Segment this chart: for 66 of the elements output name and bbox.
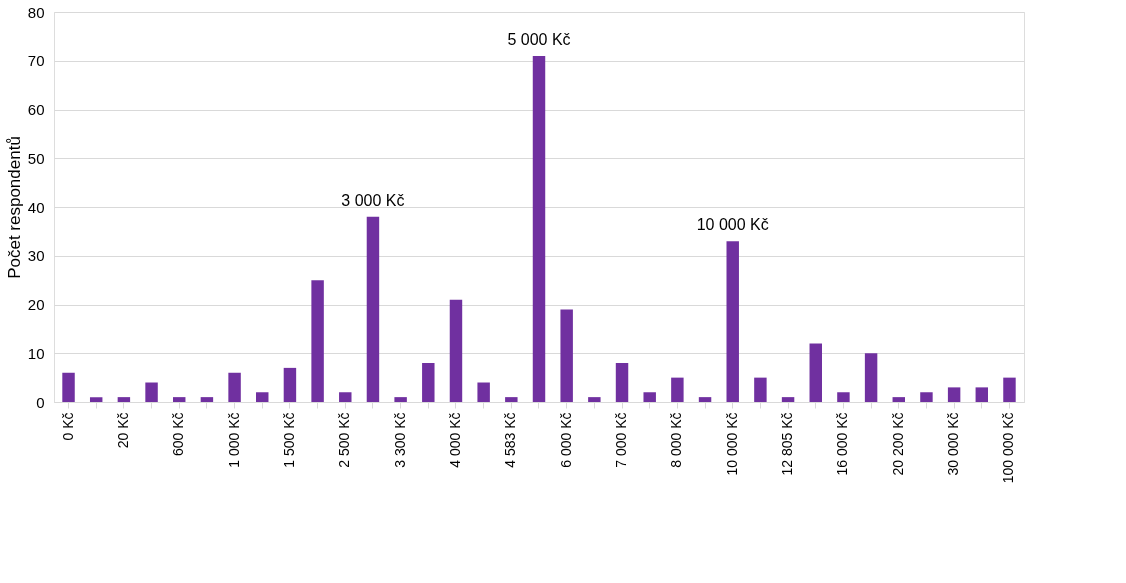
x-tick-label: 8 000 Kč: [668, 412, 685, 468]
x-tick-label: 7 000 Kč: [613, 412, 630, 468]
annotation: 3 000 Kč: [341, 191, 405, 209]
bar: [781, 397, 795, 402]
x-tick-label: 6 000 Kč: [557, 412, 574, 468]
bar: [477, 382, 490, 402]
y-tick-label: 10: [27, 344, 45, 362]
x-tick-label: 100 000 Kč: [1000, 412, 1017, 484]
bar: [864, 353, 878, 402]
y-tick-label: 30: [27, 247, 45, 265]
bar: [505, 397, 518, 402]
y-tick-label: 20: [27, 296, 45, 313]
x-tick-label: 4 000 Kč: [446, 412, 463, 468]
bar: [200, 397, 214, 402]
y-tick-label: 80: [27, 3, 45, 21]
bar: [62, 372, 75, 402]
bar: [560, 309, 573, 402]
bar: [89, 397, 103, 402]
annotation: 5 000 Kč: [507, 30, 571, 48]
x-tick-label: 1 000 Kč: [225, 412, 242, 468]
bar: [698, 397, 712, 402]
bar: [173, 397, 186, 402]
bar: [422, 363, 435, 402]
bar: [449, 299, 463, 402]
y-tick-label: 70: [27, 52, 45, 70]
x-tick-label: 4 583 Kč: [502, 412, 519, 468]
bar: [837, 392, 850, 402]
bar: [117, 397, 131, 402]
bar: [145, 382, 158, 402]
annotation: 10 000 Kč: [696, 216, 769, 234]
x-tick-label: 1 500 Kč: [280, 412, 297, 468]
y-tick-label: 0: [36, 393, 45, 411]
bar: [809, 343, 822, 402]
bar: [892, 397, 905, 402]
y-tick-label: 40: [27, 198, 45, 216]
bar: [615, 363, 629, 402]
x-tick-label: 0 Kč: [59, 412, 76, 441]
y-tick-label: 60: [27, 101, 45, 118]
bar: [394, 397, 407, 402]
bar: [643, 392, 656, 402]
bar: [975, 387, 989, 402]
x-tick-label: 10 000 Kč: [723, 412, 740, 476]
bar: [1003, 377, 1016, 402]
y-tick-label: 50: [27, 149, 45, 167]
bar: [726, 241, 739, 402]
x-tick-label: 20 Kč: [114, 412, 131, 449]
bar: [920, 392, 933, 402]
bar: [754, 377, 767, 402]
x-tick-label: 20 200 Kč: [889, 412, 906, 476]
x-tick-label: 3 300 Kč: [391, 412, 408, 468]
y-axis-title: Počet respondentů: [4, 136, 24, 279]
bar: [339, 392, 352, 402]
bar: [532, 55, 546, 402]
bar: [228, 372, 241, 402]
bar: [366, 216, 380, 402]
bar: [947, 387, 961, 402]
bar: [588, 397, 601, 402]
x-tick-label: 30 000 Kč: [945, 412, 962, 476]
x-tick-label: 2 500 Kč: [336, 412, 353, 468]
x-tick-label: 16 000 Kč: [834, 412, 851, 476]
bar: [283, 367, 297, 402]
bar: [671, 377, 684, 402]
bar: [311, 280, 324, 402]
x-tick-label: 12 805 Kč: [779, 412, 796, 476]
bar: [256, 392, 269, 402]
x-tick-label: 600 Kč: [170, 412, 187, 457]
